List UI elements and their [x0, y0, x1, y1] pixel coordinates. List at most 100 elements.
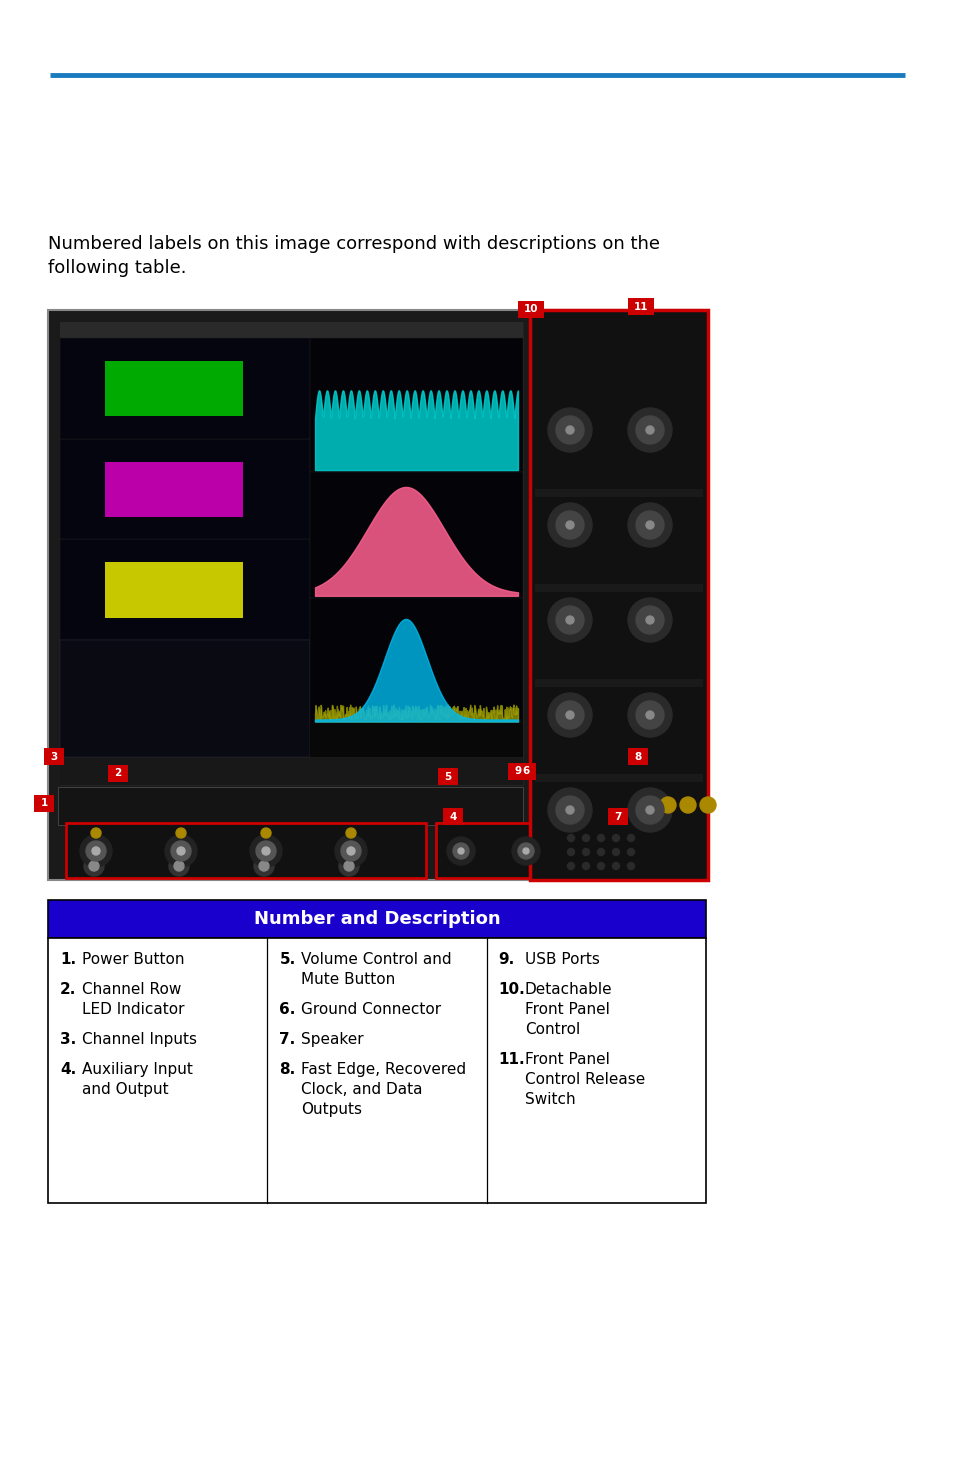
Bar	[310, 338, 522, 472]
Circle shape	[344, 861, 354, 872]
Text: Channel Row: Channel Row	[82, 982, 181, 997]
Circle shape	[700, 796, 716, 813]
Text: 4.: 4.	[60, 1062, 76, 1077]
Circle shape	[547, 788, 592, 832]
Circle shape	[340, 841, 360, 861]
Text: Numbered labels on this image correspond with descriptions on the: Numbered labels on this image correspond…	[48, 235, 659, 254]
Circle shape	[659, 796, 676, 813]
Circle shape	[645, 521, 654, 530]
Bar	[535, 678, 702, 687]
Bar	[535, 774, 702, 782]
Bar	[108, 766, 128, 782]
Circle shape	[627, 409, 671, 451]
Circle shape	[627, 597, 671, 642]
Circle shape	[255, 841, 275, 861]
Circle shape	[645, 805, 654, 814]
Text: Volume Control and: Volume Control and	[301, 951, 452, 968]
Circle shape	[565, 521, 574, 530]
Circle shape	[627, 788, 671, 832]
Circle shape	[453, 844, 469, 858]
Circle shape	[258, 861, 269, 872]
Text: 11.: 11.	[498, 1052, 525, 1066]
Circle shape	[547, 693, 592, 738]
Circle shape	[262, 847, 270, 856]
Bar	[34, 795, 54, 813]
Text: Ground Connector: Ground Connector	[301, 1002, 441, 1016]
Circle shape	[627, 848, 634, 855]
Text: 10.: 10.	[498, 982, 525, 997]
Text: LED Indicator: LED Indicator	[82, 1002, 184, 1016]
Text: 9: 9	[514, 767, 521, 776]
Circle shape	[582, 835, 589, 842]
Circle shape	[80, 835, 112, 867]
Circle shape	[567, 863, 574, 869]
Circle shape	[169, 855, 189, 876]
Circle shape	[547, 409, 592, 451]
Circle shape	[556, 510, 583, 538]
Text: Front Panel: Front Panel	[524, 1002, 609, 1016]
Text: Speaker: Speaker	[301, 1032, 364, 1047]
Circle shape	[86, 841, 106, 861]
Text: Number and Description: Number and Description	[253, 910, 499, 928]
Text: 8.: 8.	[279, 1062, 295, 1077]
Circle shape	[636, 510, 663, 538]
Circle shape	[522, 848, 529, 854]
Text: Control Release: Control Release	[524, 1072, 644, 1087]
Text: 1: 1	[40, 798, 48, 808]
Text: Control: Control	[524, 1022, 579, 1037]
Text: 9.: 9.	[498, 951, 515, 968]
Bar	[60, 757, 522, 785]
Circle shape	[547, 597, 592, 642]
Circle shape	[335, 835, 367, 867]
Bar	[530, 310, 707, 881]
Text: 8: 8	[634, 751, 641, 761]
Text: 5.: 5.	[279, 951, 295, 968]
Bar	[310, 597, 522, 723]
Bar	[310, 472, 522, 597]
Circle shape	[627, 693, 671, 738]
Circle shape	[582, 848, 589, 855]
Bar	[607, 808, 627, 825]
Bar	[310, 723, 522, 757]
Circle shape	[636, 701, 663, 729]
Text: Detachable: Detachable	[524, 982, 612, 997]
Bar	[516, 763, 536, 780]
Bar	[535, 584, 702, 591]
Circle shape	[627, 835, 634, 842]
Text: 7: 7	[614, 811, 621, 822]
Circle shape	[597, 863, 604, 869]
Bar	[48, 900, 705, 938]
Bar	[627, 748, 647, 766]
Circle shape	[171, 841, 191, 861]
Bar	[60, 338, 310, 438]
Text: Switch: Switch	[524, 1092, 575, 1108]
Bar	[44, 748, 64, 766]
Text: 7.: 7.	[279, 1032, 295, 1047]
Circle shape	[565, 711, 574, 718]
Bar	[507, 763, 527, 780]
Circle shape	[636, 796, 663, 825]
Circle shape	[636, 606, 663, 634]
Circle shape	[597, 835, 604, 842]
Circle shape	[645, 617, 654, 624]
Text: following table.: following table.	[48, 260, 186, 277]
Text: Auxiliary Input: Auxiliary Input	[82, 1062, 193, 1077]
Text: Channel Inputs: Channel Inputs	[82, 1032, 196, 1047]
Bar	[66, 823, 426, 878]
Circle shape	[567, 848, 574, 855]
Text: 4: 4	[449, 811, 456, 822]
Bar	[60, 640, 310, 757]
Bar	[436, 823, 556, 878]
Circle shape	[347, 847, 355, 856]
Circle shape	[627, 503, 671, 547]
Circle shape	[679, 796, 696, 813]
Circle shape	[250, 835, 282, 867]
Bar	[60, 322, 522, 785]
Circle shape	[457, 848, 463, 854]
Circle shape	[175, 827, 186, 838]
Circle shape	[582, 863, 589, 869]
Text: 1.: 1.	[60, 951, 76, 968]
Text: 6.: 6.	[279, 1002, 295, 1016]
Circle shape	[338, 855, 358, 876]
Circle shape	[556, 796, 583, 825]
